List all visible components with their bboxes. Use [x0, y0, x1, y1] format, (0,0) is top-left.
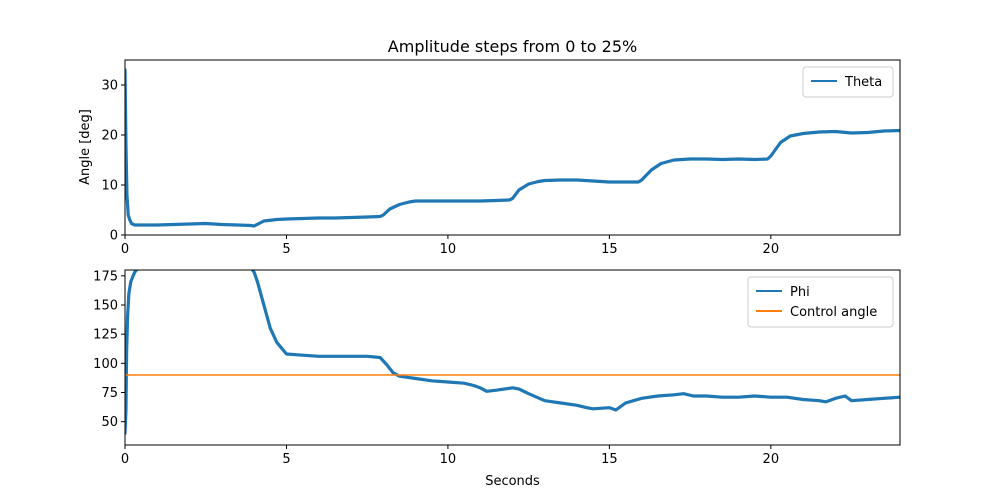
- theta-plot-area: [125, 68, 900, 228]
- phi-plot-area: [125, 270, 900, 435]
- phi-y-tick-label: 75: [101, 386, 118, 401]
- phi-y-tick-label: 125: [93, 328, 118, 343]
- theta-y-axis-label: Angle [deg]: [78, 109, 93, 185]
- phi-x-tick-label: 10: [440, 452, 457, 467]
- theta-x-tick-label: 15: [601, 242, 618, 257]
- theta-x-tick-label: 5: [282, 242, 290, 257]
- theta-y-tick-label: 10: [101, 179, 118, 194]
- theta-axes-frame: [124, 59, 901, 236]
- theta-legend: Theta: [802, 66, 894, 98]
- phi-x-tick-label: 15: [601, 452, 618, 467]
- phi-x-axis-label: Seconds: [485, 474, 540, 489]
- theta-y-tick-label: 0: [110, 229, 118, 244]
- theta-x-tick-label: 20: [763, 242, 780, 257]
- legend-entry-control-angle: Control angle: [790, 305, 877, 320]
- legend-entry-theta: Theta: [844, 75, 882, 90]
- phi-y-tick-label: 50: [101, 415, 118, 430]
- theta-y-tick-label: 20: [101, 129, 118, 144]
- series-line-theta: [125, 68, 900, 228]
- legend-entry-phi: Phi: [790, 285, 810, 300]
- theta-y-tick-label: 30: [101, 79, 118, 94]
- phi-panel: 0 5 10 15 20 50 75 100 125 150 175 Phi Control angle: [93, 269, 901, 467]
- theta-x-tick-label: 0: [121, 242, 129, 257]
- phi-x-tick-label: 5: [282, 452, 290, 467]
- phi-y-tick-label: 150: [93, 299, 118, 314]
- chart-title: Amplitude steps from 0 to 25%: [388, 37, 637, 56]
- phi-x-tick-label: 20: [763, 452, 780, 467]
- theta-x-tick-label: 10: [440, 242, 457, 257]
- phi-y-tick-label: 175: [93, 269, 118, 284]
- phi-axes-frame: [124, 269, 901, 446]
- theta-panel: 0 5 10 15 20 0 10 20 30 Theta: [101, 59, 901, 257]
- series-line-phi: [125, 270, 900, 435]
- phi-x-tick-label: 0: [121, 452, 129, 467]
- phi-legend: Phi Control angle: [747, 276, 894, 328]
- phi-y-tick-label: 100: [93, 357, 118, 372]
